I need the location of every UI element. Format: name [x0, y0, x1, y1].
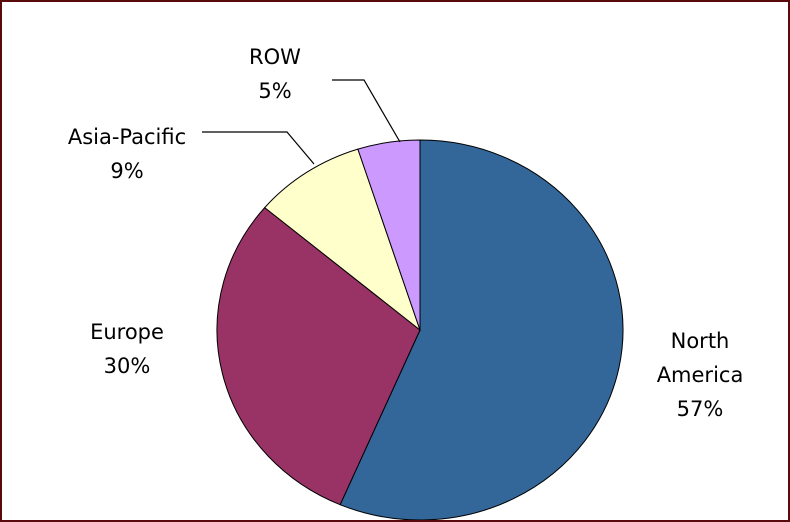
slice-label: North America 57% [645, 324, 755, 426]
slice-label: ROW 5% [225, 40, 325, 108]
pie-slice [339, 139, 624, 520]
category-label: Europe [90, 320, 164, 344]
pie-slice [263, 148, 422, 332]
pie-slice [216, 206, 421, 506]
leader-line [202, 131, 315, 165]
value-label: 9% [110, 159, 144, 183]
leader-line [332, 79, 401, 143]
category-label: North America [656, 329, 744, 387]
category-label: Asia-Pacific [67, 125, 187, 149]
value-label: 30% [103, 354, 151, 378]
pie-slice [357, 139, 421, 331]
value-label: 57% [676, 397, 724, 421]
slice-label: Asia-Pacific 9% [27, 120, 227, 188]
category-label: ROW [249, 45, 301, 69]
slice-label: Europe 30% [47, 315, 207, 383]
value-label: 5% [258, 79, 292, 103]
